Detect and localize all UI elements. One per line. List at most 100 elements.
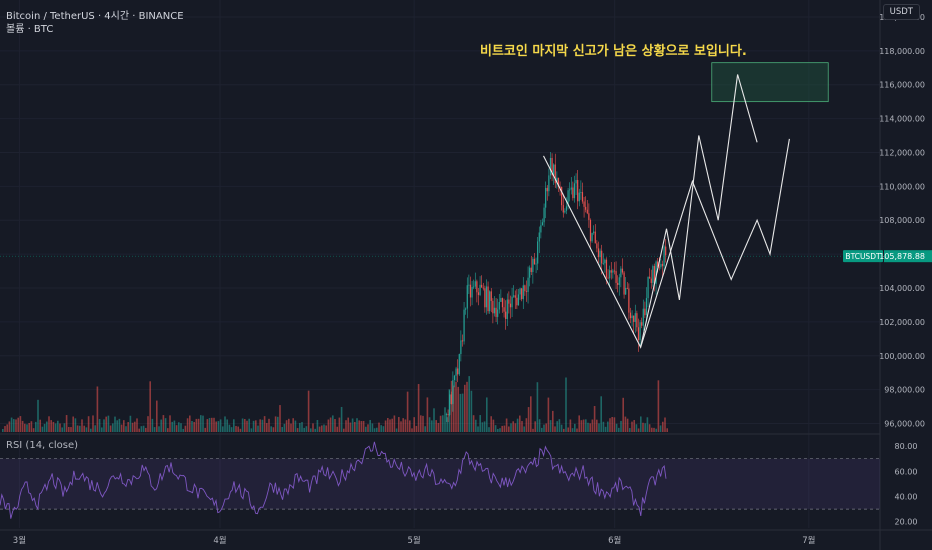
volume-bar <box>105 416 107 432</box>
volume-bar <box>659 425 662 432</box>
volume-bar <box>217 421 220 432</box>
volume-bar <box>391 418 393 432</box>
volume-bar <box>32 428 35 432</box>
time-axis[interactable]: 3월 4월 5월 6월 7월 <box>13 535 816 546</box>
candle-body <box>545 187 547 208</box>
volume-bar <box>19 416 22 432</box>
volume-bar <box>285 420 288 432</box>
symbol-title[interactable]: Bitcoin / TetherUS · 4시간 · BINANCE <box>6 11 184 22</box>
volume-bar <box>37 399 39 432</box>
volume-bar <box>530 396 532 432</box>
volume-bar <box>541 427 543 432</box>
volume-bar <box>523 426 525 432</box>
volume-bar <box>464 384 466 432</box>
volume-bar <box>26 424 28 432</box>
candle-body <box>634 313 636 322</box>
candle-body <box>653 266 656 284</box>
candle-body <box>535 263 537 265</box>
volume-bar <box>307 390 310 432</box>
volume-bar <box>153 427 156 432</box>
volume-bar <box>46 421 48 432</box>
volume-bar <box>519 415 521 432</box>
candle-body <box>487 286 489 312</box>
volume-bar <box>657 380 660 432</box>
candle-body <box>543 207 545 223</box>
volume-bar <box>219 419 222 432</box>
volume-bar <box>640 416 642 432</box>
volume-bar <box>131 422 134 432</box>
volume-bar <box>2 428 4 432</box>
volume-bar <box>604 426 607 432</box>
volume-bar <box>193 422 195 432</box>
volume-bar <box>552 410 554 432</box>
candle-body <box>665 246 667 256</box>
volume-bar <box>246 420 248 432</box>
candle-body <box>626 287 628 289</box>
rsi-line <box>0 441 667 519</box>
volume-bar <box>103 419 105 432</box>
volume-bar <box>376 427 378 432</box>
price-tick-label: 98,000.00 <box>884 386 925 395</box>
candle-body <box>481 284 483 288</box>
volume-bar <box>481 422 484 432</box>
rsi-band-fill <box>0 458 880 510</box>
volume-bar <box>424 426 426 432</box>
volume-bar <box>380 425 382 432</box>
volume-bar <box>235 426 237 432</box>
volume-bar <box>497 428 499 432</box>
volume-bar <box>450 380 453 432</box>
volume-bar <box>435 420 437 432</box>
volume-bar <box>378 422 380 432</box>
candle-body <box>495 307 497 317</box>
candle-body <box>548 175 550 192</box>
volume-bar <box>543 424 545 432</box>
volume-bar <box>63 423 66 432</box>
currency-button[interactable]: USDT <box>882 4 920 20</box>
projection-line-main <box>543 74 758 349</box>
volume-bar <box>215 421 217 432</box>
candle-body <box>450 394 452 404</box>
target-zone <box>711 62 829 103</box>
volume-bar <box>147 416 149 432</box>
candle-body <box>655 261 657 284</box>
volume-bar <box>571 428 574 432</box>
candle-body <box>629 312 632 319</box>
candle-body <box>660 263 662 268</box>
volume-bar <box>490 416 492 432</box>
candle-body <box>572 187 574 199</box>
volume-legend[interactable]: 볼륨 · BTC <box>6 24 54 35</box>
price-tick-label: 116,000.00 <box>879 81 925 90</box>
volume-bar <box>402 418 404 432</box>
candle-body <box>557 177 560 187</box>
candle-body <box>445 414 448 416</box>
candle-body <box>513 295 515 297</box>
volume-bar <box>554 426 556 432</box>
volume-bar <box>74 418 77 432</box>
volume-bar <box>59 423 61 432</box>
candle-body <box>621 268 624 273</box>
candle-body <box>551 157 553 176</box>
candle-body <box>613 270 616 272</box>
candle-body <box>461 340 464 342</box>
rsi-legend[interactable]: RSI (14, close) <box>6 440 79 451</box>
volume-bar <box>646 417 649 432</box>
volume-bar <box>6 424 8 432</box>
volume-bar <box>182 428 184 432</box>
volume-bar <box>501 425 503 432</box>
candle-body <box>562 205 564 213</box>
volume-bar <box>662 421 664 432</box>
volume-bar <box>87 416 90 432</box>
volume-bar <box>162 415 165 432</box>
candle-body <box>484 288 486 308</box>
volume-bar <box>664 417 666 432</box>
price-axis[interactable]: 96,000.00 98,000.00 100,000.00 102,000.00 10… <box>879 13 925 429</box>
candle-body <box>585 206 587 210</box>
candle-body <box>497 309 499 317</box>
volume-bar <box>461 393 464 432</box>
rsi-tick-label: 60.00 <box>895 467 918 476</box>
volume-bar <box>349 422 352 432</box>
candle-body <box>610 270 612 273</box>
candle-body <box>549 157 552 176</box>
volume-bar <box>43 423 46 432</box>
